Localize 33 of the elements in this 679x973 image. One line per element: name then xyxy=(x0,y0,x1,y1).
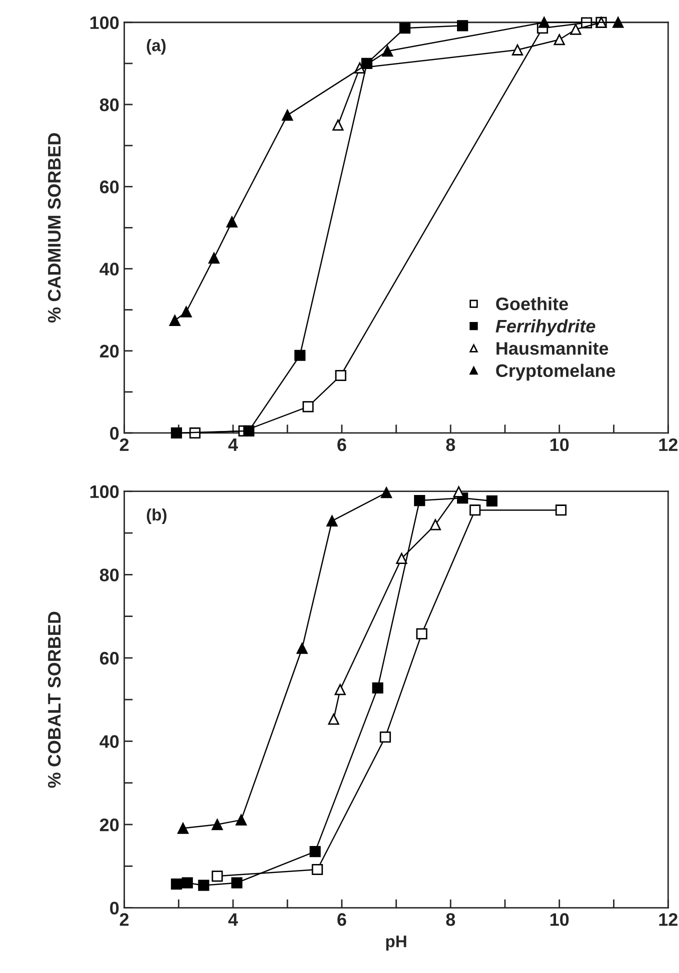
y-axis-title: % CADMIUM SORBED xyxy=(48,133,61,323)
y-axis-title: % COBALT SORBED xyxy=(48,612,61,788)
x-tick-label: 10 xyxy=(550,438,569,452)
x-tick-label: 12 xyxy=(659,438,678,451)
y-tick-label: 0 xyxy=(110,426,119,440)
y-tick-label: 60 xyxy=(100,180,119,194)
x-tick-label: 6 xyxy=(337,438,346,452)
legend-label: Hausmannite xyxy=(496,342,608,355)
legend-label: Ferrihydrite xyxy=(496,319,596,336)
x-tick-label: 12 xyxy=(659,913,678,926)
x-tick-label: 4 xyxy=(228,438,238,451)
x-tick-label: 8 xyxy=(446,438,456,452)
x-tick-label: 6 xyxy=(337,913,346,926)
x-tick-label: 10 xyxy=(550,913,569,926)
annotation: (b) xyxy=(146,508,166,524)
legend-label: Goethite xyxy=(496,297,568,310)
y-tick-label: 0 xyxy=(110,902,119,915)
y-tick-label: 80 xyxy=(100,98,119,112)
x-tick-label: 8 xyxy=(446,913,456,926)
annotation: (a) xyxy=(146,39,166,55)
y-tick-label: 20 xyxy=(100,344,119,358)
y-tick-label: 60 xyxy=(100,652,119,665)
y-tick-label: 100 xyxy=(90,16,119,30)
y-tick-label: 20 xyxy=(100,818,119,832)
y-tick-label: 40 xyxy=(100,735,119,748)
y-tick-label: 100 xyxy=(90,485,119,498)
x-tick-label: 4 xyxy=(228,913,238,926)
legend-label: Cryptomelane xyxy=(496,364,616,381)
y-tick-label: 40 xyxy=(100,262,119,276)
x-tick-label: 2 xyxy=(120,438,129,451)
y-tick-label: 80 xyxy=(100,568,119,582)
x-tick-label: 2 xyxy=(120,913,129,926)
x-axis-title: pH xyxy=(386,936,406,951)
